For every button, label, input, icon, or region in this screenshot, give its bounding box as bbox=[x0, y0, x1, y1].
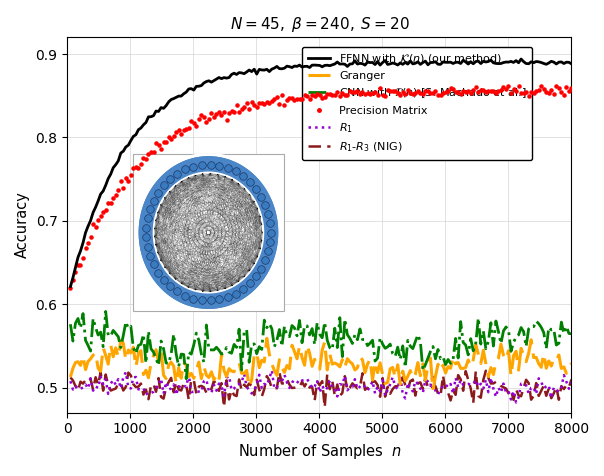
Legend: FFNN with $\mathcal{K}(n)$ (our method), Granger, CNN with $\mathcal{F}(n)$ [S. : FFNN with $\mathcal{K}(n)$ (our method),… bbox=[302, 47, 532, 160]
Bar bbox=[133, 154, 284, 311]
Title: $N = 45,\; \beta = 240,\; S = 20$: $N = 45,\; \beta = 240,\; S = 20$ bbox=[230, 15, 410, 34]
Y-axis label: Accuracy: Accuracy bbox=[15, 192, 30, 258]
X-axis label: Number of Samples $\; n$: Number of Samples $\; n$ bbox=[237, 442, 401, 461]
